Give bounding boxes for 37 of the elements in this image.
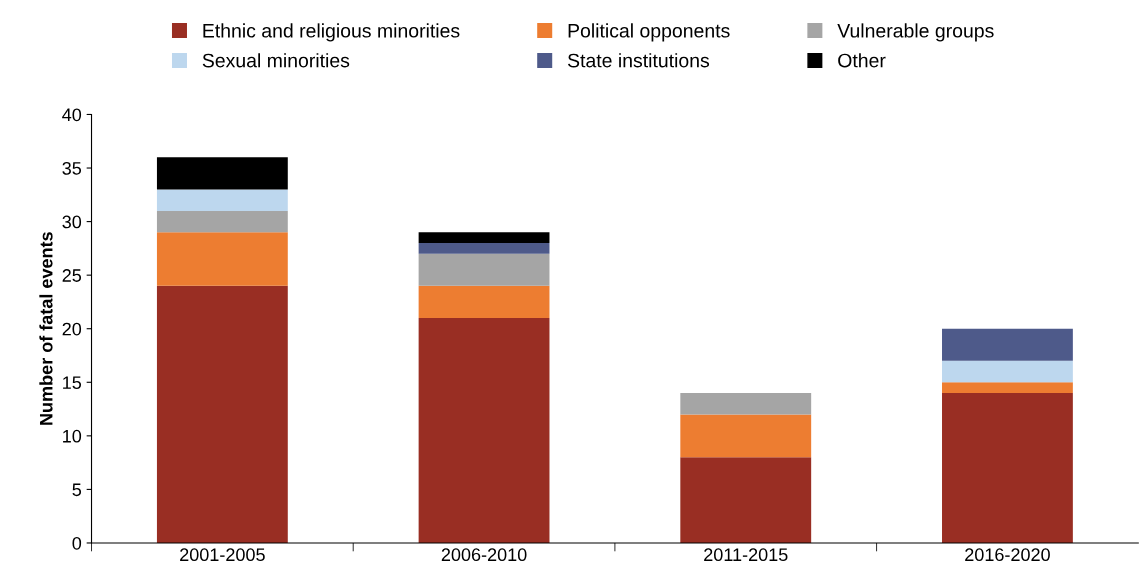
bar — [942, 360, 1073, 383]
bar — [156, 232, 288, 286]
legend-label: Sexual minorities — [202, 53, 350, 68]
legend-label: Other — [838, 53, 886, 68]
bar — [942, 328, 1073, 361]
bar — [418, 285, 550, 319]
x-tick-label: 2016-2020 — [965, 548, 1050, 562]
bar — [156, 210, 288, 233]
bar — [418, 232, 550, 244]
bar — [418, 318, 550, 543]
bar — [418, 243, 550, 254]
bar — [680, 414, 812, 458]
bar — [418, 253, 550, 286]
y-tick-label: 5 — [72, 483, 82, 497]
bar — [942, 382, 1073, 393]
y-tick-label: 15 — [63, 376, 82, 389]
legend-label: State institutions — [567, 53, 710, 68]
y-tick-label: 20 — [62, 322, 82, 336]
x-tick-label: 2011-2015 — [704, 548, 788, 562]
y-axis-title: Number of fatal events — [39, 232, 53, 425]
x-tick-label: 2006-2010 — [441, 548, 527, 562]
x-tick-label: 2001-2005 — [180, 548, 265, 562]
y-tick-label: 30 — [62, 215, 82, 229]
y-tick-label: 0 — [72, 536, 82, 550]
bar — [680, 457, 812, 543]
bar — [156, 285, 288, 543]
legend-label: Political opponents — [568, 23, 730, 42]
bar — [680, 393, 812, 415]
y-tick-label: 40 — [62, 108, 82, 122]
y-tick-label: 10 — [63, 429, 82, 443]
bar — [942, 393, 1073, 543]
y-tick-label: 35 — [62, 161, 82, 175]
bar — [156, 157, 288, 190]
legend-label: Ethnic and religious minorities — [203, 23, 460, 42]
bar — [156, 189, 288, 211]
y-tick-label: 25 — [62, 269, 82, 282]
legend-label: Vulnerable groups — [837, 23, 994, 42]
